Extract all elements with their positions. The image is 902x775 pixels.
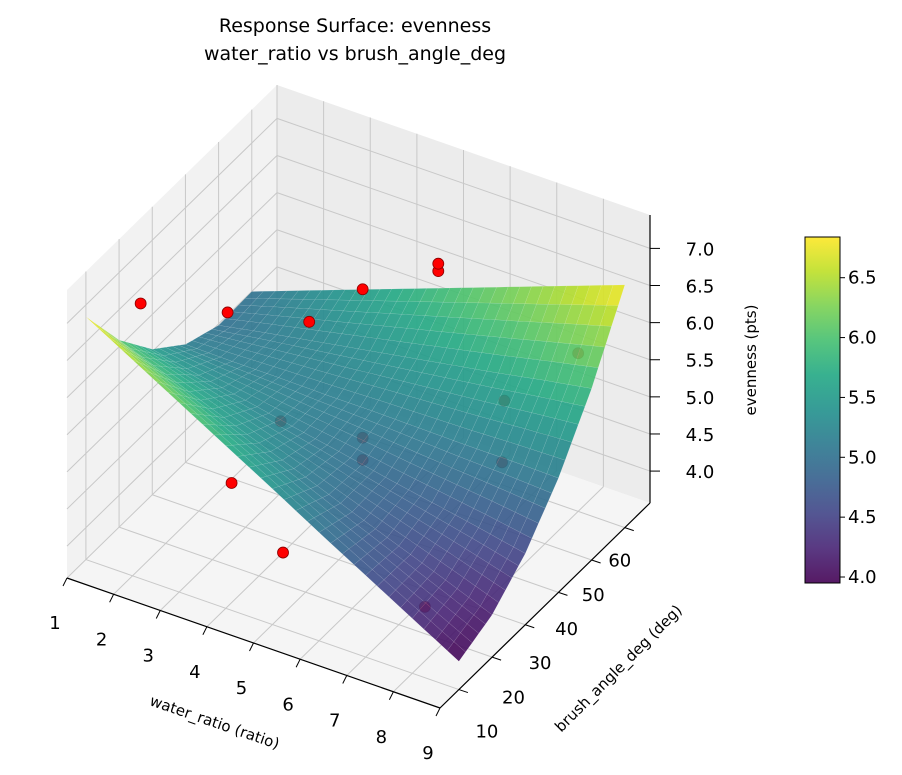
scatter-point [225,477,238,489]
scatter-front [134,257,445,559]
x-tick-mark [388,691,394,700]
y-tick-mark [591,559,601,564]
y-tick-label: 30 [529,653,552,674]
surface-facet [533,488,553,509]
colorbar: 4.0 4.5 5.0 5.5 6.0 6.5 [804,236,877,588]
x-tick-mark [155,610,161,619]
colorbar-tick-label: 5.0 [848,447,877,468]
x-tick-label: 5 [236,678,247,699]
y-tick-label: 20 [502,687,525,708]
y-tick-label: 50 [582,585,605,606]
chart-title-line-2: water_ratio vs brush_angle_deg [204,43,506,65]
colorbar-tick-label: 4.0 [848,567,877,588]
x-tick-mark [342,675,348,684]
z-tick-label: 7.0 [686,239,715,260]
surface-facet [480,594,499,616]
colorbar-tick-label: 6.0 [848,328,877,349]
x-tick-label: 9 [422,743,433,764]
y-tick-mark [558,591,568,596]
scatter-point [134,297,147,310]
x-tick-label: 1 [49,613,60,634]
x-tick-mark [62,577,68,587]
x-tick-mark [435,707,441,717]
surface-facet [466,614,486,634]
surface-facet [453,632,473,653]
y-tick-mark [624,527,634,532]
response-surface [85,284,626,662]
y-tick-label: 10 [475,722,498,743]
x-tick-label: 4 [189,662,200,683]
x-axis-label: water_ratio (ratio) [147,692,282,754]
surface-facet [546,456,566,479]
surface-facet [473,605,493,625]
y-gridline [85,559,460,691]
z-gridline [66,192,278,398]
colorbar-tick-label: 4.5 [848,507,877,528]
z-tick-label: 4.5 [686,425,715,446]
y-tick-label: 60 [608,551,631,572]
colorbar-tick-label: 5.5 [848,387,877,408]
y-tick-label: 40 [555,619,578,640]
surface-facet [500,558,519,579]
x-tick-mark [295,659,301,668]
scatter-point [432,257,445,270]
colorbar-tick-label: 6.5 [848,268,877,289]
x-tick-label: 8 [376,727,387,748]
z-gridline [66,229,278,436]
surface-facet [566,403,586,425]
colorbar-gradient [804,236,841,584]
x-tick-mark [109,594,115,603]
chart-title-line-1: Response Surface: evenness [219,15,491,37]
x-tick-label: 3 [143,646,154,667]
surface-facet [447,641,466,662]
x-tick-label: 6 [282,694,293,715]
y-tick-mark [525,624,535,629]
surface-facet [606,284,626,306]
y-axis-line [439,502,651,709]
scatter-point [277,546,289,559]
z-tick-label: 5.5 [686,351,715,372]
z-gridline [66,155,278,361]
z-gridline [276,117,651,249]
y-gridline [118,526,493,658]
x-tick-mark [249,642,254,652]
scatter-point [356,283,369,296]
scatter-point [221,306,234,319]
y-tick-mark [458,689,469,694]
scatter-point [303,315,316,328]
surface-facet [506,546,526,567]
x-tick-label: 2 [96,629,107,650]
z-gridline [276,155,651,286]
surface-facet [539,473,559,494]
x-tick-label: 7 [329,711,340,732]
z-tick-label: 5.0 [686,388,715,409]
z-tick-label: 4.0 [686,462,715,483]
z-gridline [66,118,278,324]
z-tick-label: 6.0 [686,314,715,335]
z-tick-label: 6.5 [686,277,715,298]
y-tick-mark [491,656,502,661]
x-tick-mark [202,626,208,635]
z-axis-label: evenness (pts) [742,305,760,416]
surface-facet [513,532,533,554]
